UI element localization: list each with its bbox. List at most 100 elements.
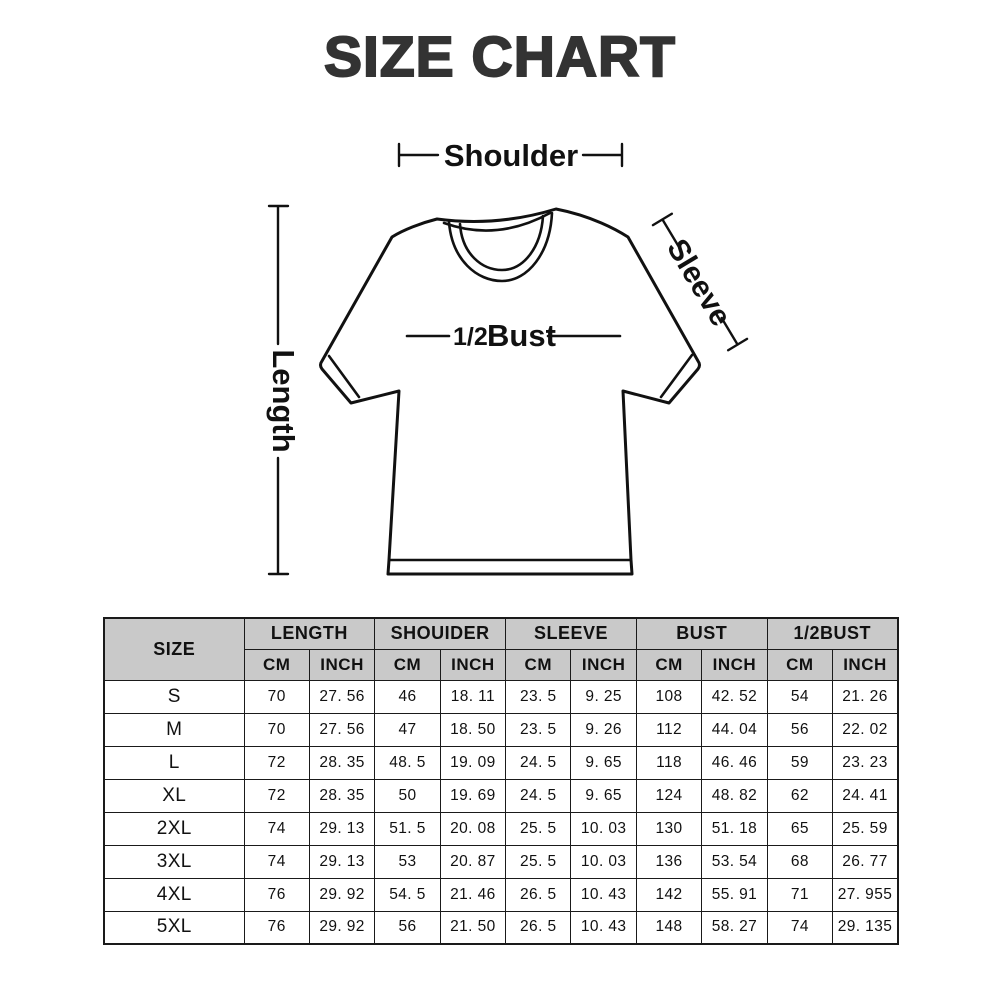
table-subheader-row: CM INCH CM INCH CM INCH CM INCH CM INCH: [104, 648, 899, 681]
value-cell: 27. 56: [308, 712, 376, 747]
value-cell: 26. 77: [832, 844, 899, 879]
value-cell: 10. 43: [570, 877, 637, 912]
shoulder-label: Shoulder: [444, 138, 578, 173]
value-cell: 19. 69: [439, 778, 507, 813]
value-cell: 23. 5: [505, 679, 572, 714]
value-cell: 46. 46: [701, 745, 768, 780]
value-cell: 53. 54: [701, 844, 768, 879]
value-cell: 48. 5: [374, 745, 441, 780]
value-cell: 46: [374, 679, 441, 714]
value-cell: 25. 59: [832, 811, 899, 846]
value-cell: 70: [243, 679, 310, 714]
table-row: 3XL 74 29. 13 53 20. 87 25. 5 10. 03 136 53. 54 6…: [103, 844, 899, 879]
value-cell: 27. 56: [308, 679, 376, 714]
value-cell: 70: [243, 712, 310, 747]
value-cell: 26. 5: [505, 877, 572, 912]
value-cell: 24. 5: [505, 745, 572, 780]
bust-prefix-label: 1/2: [453, 323, 488, 351]
table-row: L 72 28. 35 48. 5 19. 09 24. 5 9. 65 118 46. 46 5…: [103, 745, 899, 780]
value-cell: 24. 41: [832, 778, 899, 813]
value-cell: 18. 11: [439, 679, 507, 714]
value-cell: 74: [766, 910, 834, 945]
value-cell: 65: [766, 811, 834, 846]
value-cell: 25. 5: [505, 811, 572, 846]
value-cell: 54. 5: [374, 877, 441, 912]
unit-header-inch: INCH: [570, 648, 637, 681]
value-cell: 26. 5: [505, 910, 572, 945]
value-cell: 118: [635, 745, 703, 780]
value-cell: 47: [374, 712, 441, 747]
shoulder-column-header: SHOUIDER: [374, 617, 507, 650]
value-cell: 28. 35: [308, 745, 376, 780]
value-cell: 24. 5: [505, 778, 572, 813]
shoulder-dimension: Shoulder: [397, 138, 624, 173]
value-cell: 29. 92: [308, 877, 376, 912]
value-cell: 130: [635, 811, 703, 846]
value-cell: 10. 43: [570, 910, 637, 945]
value-cell: 29. 13: [308, 844, 376, 879]
value-cell: 148: [635, 910, 703, 945]
value-cell: 25. 5: [505, 844, 572, 879]
size-cell: 4XL: [103, 877, 245, 912]
value-cell: 9. 25: [570, 679, 637, 714]
value-cell: 20. 87: [439, 844, 507, 879]
unit-header-inch: INCH: [701, 648, 768, 681]
value-cell: 21. 50: [439, 910, 507, 945]
value-cell: 10. 03: [570, 811, 637, 846]
value-cell: 55. 91: [701, 877, 768, 912]
length-dimension-line: [267, 204, 290, 576]
length-dimension: Length: [266, 204, 301, 576]
collar-band-inner: [458, 214, 545, 272]
value-cell: 29. 135: [832, 910, 899, 945]
halfbust-column-header: 1/2BUST: [766, 617, 899, 650]
value-cell: 76: [243, 910, 310, 945]
value-cell: 29. 13: [308, 811, 376, 846]
value-cell: 27. 955: [832, 877, 899, 912]
value-cell: 20. 08: [439, 811, 507, 846]
unit-header-inch: INCH: [308, 648, 376, 681]
collar-band-outer: [447, 211, 554, 283]
value-cell: 136: [635, 844, 703, 879]
table-header-row: SIZE LENGTH SHOUIDER SLEEVE BUST 1/2BUST: [103, 617, 899, 681]
collar-back-seam: [442, 211, 552, 232]
size-cell: XL: [103, 778, 245, 813]
size-table: SIZE LENGTH SHOUIDER SLEEVE BUST 1/2BUST…: [103, 617, 899, 945]
page-title: SIZE CHART: [323, 24, 676, 90]
value-cell: 142: [635, 877, 703, 912]
table-row: 4XL 76 29. 92 54. 5 21. 46 26. 5 10. 43 142 55. …: [103, 877, 899, 912]
value-cell: 54: [766, 679, 834, 714]
value-cell: 74: [243, 844, 310, 879]
size-cell: 3XL: [103, 844, 245, 879]
value-cell: 51. 18: [701, 811, 768, 846]
sleeve-column-header: SLEEVE: [505, 617, 637, 650]
tshirt-body: [319, 207, 701, 576]
value-cell: 50: [374, 778, 441, 813]
value-cell: 59: [766, 745, 834, 780]
value-cell: 42. 52: [701, 679, 768, 714]
value-cell: 9. 65: [570, 745, 637, 780]
value-cell: 18. 50: [439, 712, 507, 747]
value-cell: 72: [243, 778, 310, 813]
unit-header-cm: CM: [766, 648, 834, 681]
right-cuff-seam: [659, 353, 694, 399]
unit-header-cm: CM: [635, 648, 703, 681]
left-cuff-seam: [327, 354, 361, 399]
value-cell: 62: [766, 778, 834, 813]
size-cell: M: [103, 712, 245, 747]
length-column-header: LENGTH: [243, 617, 376, 650]
table-row: 2XL 74 29. 13 51. 5 20. 08 25. 5 10. 03 130 51. …: [103, 811, 899, 846]
value-cell: 76: [243, 877, 310, 912]
value-cell: 21. 46: [439, 877, 507, 912]
value-cell: 112: [635, 712, 703, 747]
unit-header-cm: CM: [374, 648, 441, 681]
bust-dimension: 1/2 Bust: [405, 318, 622, 353]
value-cell: 51. 5: [374, 811, 441, 846]
value-cell: 56: [374, 910, 441, 945]
value-cell: 58. 27: [701, 910, 768, 945]
unit-header-cm: CM: [505, 648, 572, 681]
value-cell: 68: [766, 844, 834, 879]
value-cell: 21. 26: [832, 679, 899, 714]
value-cell: 23. 23: [832, 745, 899, 780]
value-cell: 9. 65: [570, 778, 637, 813]
